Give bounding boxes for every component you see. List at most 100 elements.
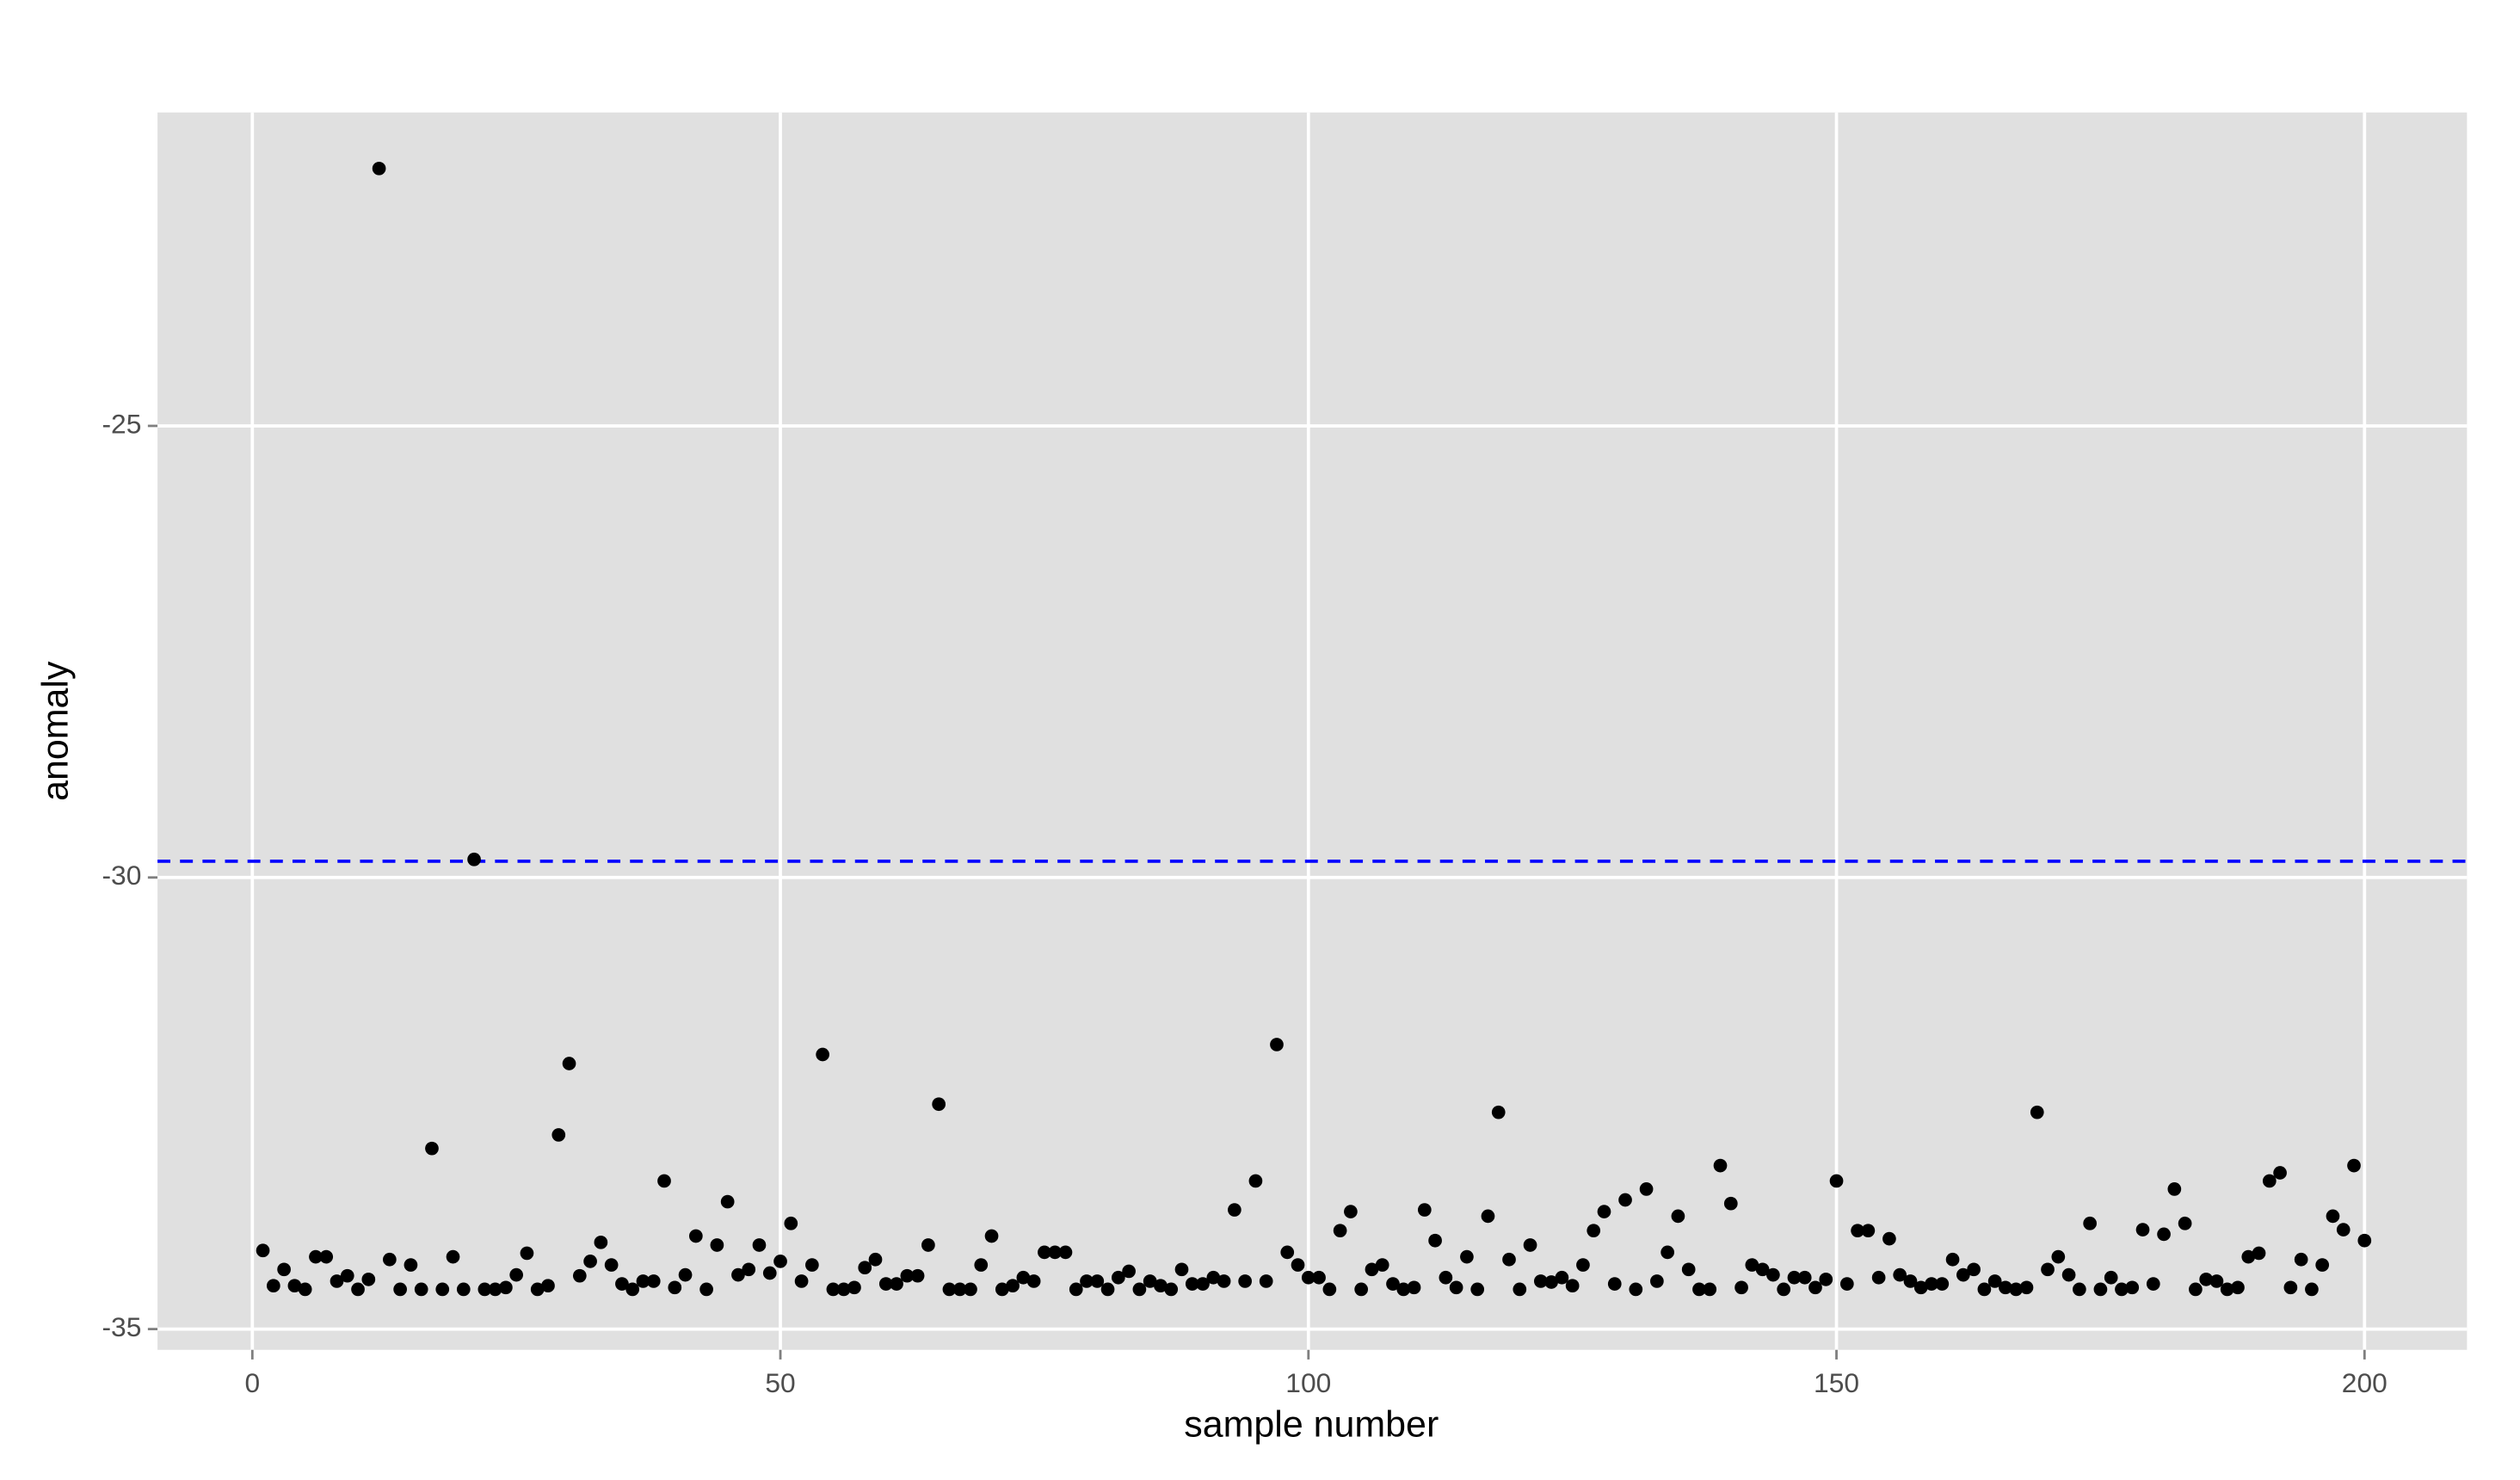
point [1734,1280,1748,1295]
point [1533,1274,1548,1288]
point [1787,1270,1802,1285]
point [383,1252,397,1267]
point [636,1274,650,1288]
point [340,1268,354,1283]
point [1639,1182,1654,1196]
point [878,1277,893,1291]
point [2104,1270,2118,1285]
point [1048,1245,1063,1260]
point [2252,1246,2266,1261]
point [1174,1262,1189,1277]
point [478,1282,492,1297]
point [2030,1105,2044,1119]
point [2262,1174,2277,1188]
point [1977,1282,1992,1297]
point [2241,1249,2256,1264]
point [2220,1282,2234,1297]
point [467,852,481,866]
point [710,1238,724,1252]
point [1913,1280,1928,1295]
point [1428,1233,1442,1248]
point [2326,1209,2340,1224]
point [1280,1245,1295,1260]
point [1692,1282,1706,1297]
point [2093,1282,2108,1297]
point [752,1238,767,1252]
point [1713,1158,1728,1173]
y-tick-label: -30 [102,860,141,891]
point [742,1262,756,1277]
point [1851,1224,1864,1238]
x-axis-title: sample number [1184,1404,1439,1446]
point [1703,1282,1717,1297]
point [361,1273,376,1286]
point [1650,1274,1664,1288]
point [1576,1258,1590,1272]
point [984,1229,999,1243]
point [1132,1282,1147,1297]
point [731,1267,745,1282]
point [688,1229,703,1243]
x-tick-label: 50 [765,1367,795,1398]
point [1777,1282,1791,1297]
point [583,1255,597,1268]
point [1491,1105,1506,1119]
point [668,1280,682,1295]
point [1987,1274,2002,1288]
point [2019,1280,2034,1295]
point [425,1141,439,1156]
point [805,1258,819,1272]
point [1956,1267,1970,1282]
point [2283,1280,2298,1295]
point [1122,1264,1136,1279]
point [2305,1282,2319,1297]
point [2209,1274,2224,1288]
point [1407,1280,1421,1295]
point [1344,1205,1358,1218]
point [890,1277,903,1291]
point [2009,1282,2024,1297]
point [1565,1279,1580,1293]
point [1143,1274,1157,1288]
y-axis-title: anomaly [35,661,77,801]
point [1544,1275,1558,1289]
point [826,1282,841,1297]
point [1375,1258,1389,1272]
point [762,1266,777,1280]
point [499,1280,513,1295]
point [509,1267,524,1282]
point [1322,1282,1337,1297]
point [572,1268,587,1283]
point [1723,1196,1738,1211]
point [1470,1282,1485,1297]
point [773,1255,787,1268]
point [2167,1182,2182,1196]
point [615,1277,629,1291]
point [784,1216,798,1230]
point [942,1282,957,1297]
point [1354,1282,1369,1297]
point [2336,1223,2351,1236]
point [277,1262,291,1277]
point [1755,1262,1770,1277]
point [2357,1233,2372,1248]
point [1893,1267,1907,1282]
point [2083,1216,2097,1230]
point [1671,1209,1685,1224]
point [562,1057,576,1070]
point [1417,1203,1432,1217]
point [932,1097,946,1112]
point [2189,1282,2203,1297]
x-tick-label: 200 [2342,1367,2388,1398]
point [1217,1274,1231,1288]
point [1945,1252,1960,1267]
point [530,1282,545,1297]
point [1291,1258,1305,1272]
point [2146,1277,2160,1291]
point [1745,1258,1759,1272]
point [319,1249,334,1264]
point [1439,1270,1453,1285]
point [1196,1277,1210,1291]
point [1819,1273,1833,1286]
